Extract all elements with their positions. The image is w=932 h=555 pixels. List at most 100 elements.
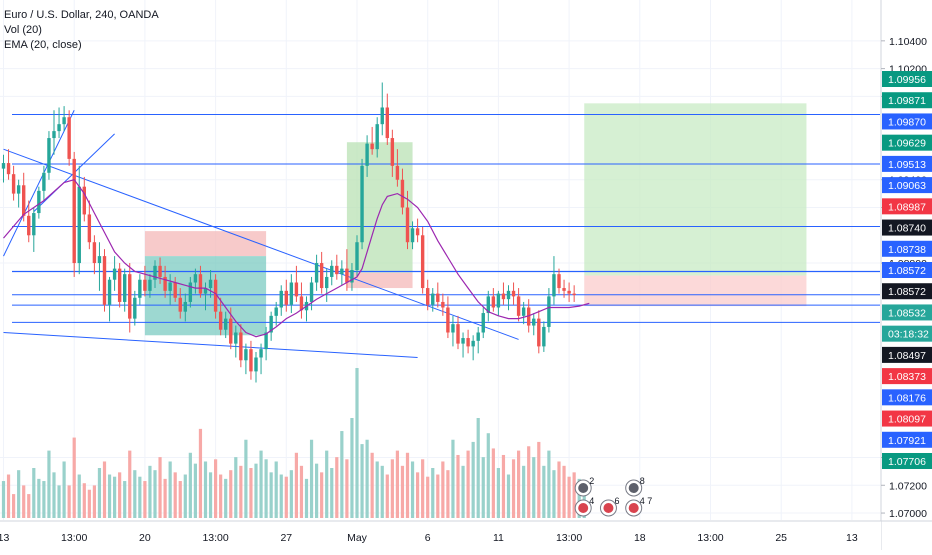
candle[interactable] [365,135,369,177]
candle[interactable] [375,117,379,158]
candle[interactable] [279,285,283,316]
candle[interactable] [557,268,561,294]
position-zone[interactable] [584,275,807,307]
candle[interactable] [37,186,41,219]
candle[interactable] [239,324,243,368]
candle[interactable] [350,263,354,291]
candle[interactable] [289,274,294,314]
candle[interactable] [188,276,193,308]
candle[interactable] [355,235,359,277]
candle[interactable] [42,165,46,201]
candle[interactable] [52,110,56,155]
candle[interactable] [163,265,167,298]
candle[interactable] [133,290,137,326]
candle[interactable] [218,297,223,336]
candle[interactable] [168,274,172,305]
candle[interactable] [284,279,288,312]
price-label[interactable]: 1.09629 [882,134,932,151]
candle[interactable] [269,311,273,341]
candle[interactable] [491,288,496,312]
price-label[interactable]: 1.08097 [882,410,932,427]
event-marker[interactable]: 4 [574,496,594,517]
position-zone[interactable] [584,103,807,276]
candle[interactable] [213,274,218,319]
candle[interactable] [385,93,389,145]
candle[interactable] [254,351,258,383]
position-zone[interactable] [346,272,413,289]
candle[interactable] [552,256,556,305]
candle[interactable] [335,254,339,280]
price-label[interactable]: 1.09956 [882,71,932,87]
candle[interactable] [340,260,344,286]
candle[interactable] [148,274,152,298]
candle[interactable] [102,249,107,312]
event-marker[interactable]: 8 [625,476,645,497]
event-marker[interactable]: 2 [574,476,594,497]
candle[interactable] [496,290,501,316]
candle[interactable] [446,296,450,339]
candle[interactable] [420,226,425,294]
candle[interactable] [107,276,112,322]
candle[interactable] [143,265,147,297]
event-marker[interactable]: 6 [599,496,619,517]
candle[interactable] [521,301,526,325]
candle[interactable] [72,151,76,277]
time-axis[interactable] [0,521,881,550]
candle[interactable] [22,172,26,222]
candle[interactable] [87,200,92,250]
ema-line[interactable] [3,179,590,338]
candle[interactable] [123,268,127,312]
candle[interactable] [304,296,309,322]
candle[interactable] [92,235,97,275]
candle[interactable] [264,326,268,361]
candle[interactable] [173,276,177,302]
candle[interactable] [193,268,198,294]
candle[interactable] [390,129,395,177]
candle[interactable] [203,282,208,311]
candle[interactable] [380,82,384,136]
candle[interactable] [27,200,31,243]
candle[interactable] [572,285,576,302]
candle[interactable] [426,279,430,311]
candle[interactable] [451,315,455,347]
candle[interactable] [128,263,132,333]
legend-ema[interactable]: EMA (20, close) [4,39,82,51]
candle[interactable] [158,257,162,284]
candle[interactable] [511,282,516,305]
price-label[interactable]: 1.09870 [882,113,932,130]
candle[interactable] [410,221,415,250]
candle[interactable] [360,158,364,250]
candle[interactable] [274,301,278,326]
price-label[interactable]: 1.08497 [882,346,932,363]
candle[interactable] [32,207,36,252]
candle[interactable] [400,168,405,215]
candle[interactable] [405,190,410,250]
candle[interactable] [395,149,400,187]
candle[interactable] [461,332,465,358]
candle[interactable] [259,343,263,375]
candle[interactable] [370,126,374,155]
position-zone[interactable] [144,231,267,257]
candle[interactable] [431,288,435,312]
price-label[interactable]: 1.09871 [882,92,932,109]
price-label[interactable]: 1.08987 [882,198,932,215]
candle[interactable] [138,274,142,305]
candle[interactable] [112,256,117,291]
price-label[interactable]: 1.07921 [882,431,932,448]
legend-symbol[interactable]: Euro / U.S. Dollar, 240, OANDA [4,9,159,21]
price-label[interactable]: 1.08373 [882,368,932,385]
candle[interactable] [415,218,420,243]
candle[interactable] [537,310,541,354]
candle[interactable] [198,265,203,298]
candle[interactable] [471,335,475,361]
price-label[interactable]: 1.08176 [882,389,932,406]
price-label[interactable]: 1.08572 [882,283,932,300]
candle[interactable] [456,315,460,350]
candle[interactable] [476,326,480,354]
candle[interactable] [82,176,86,222]
candle[interactable] [117,263,122,308]
candle[interactable] [244,343,248,375]
legend-volume[interactable]: Vol (20) [4,24,42,36]
